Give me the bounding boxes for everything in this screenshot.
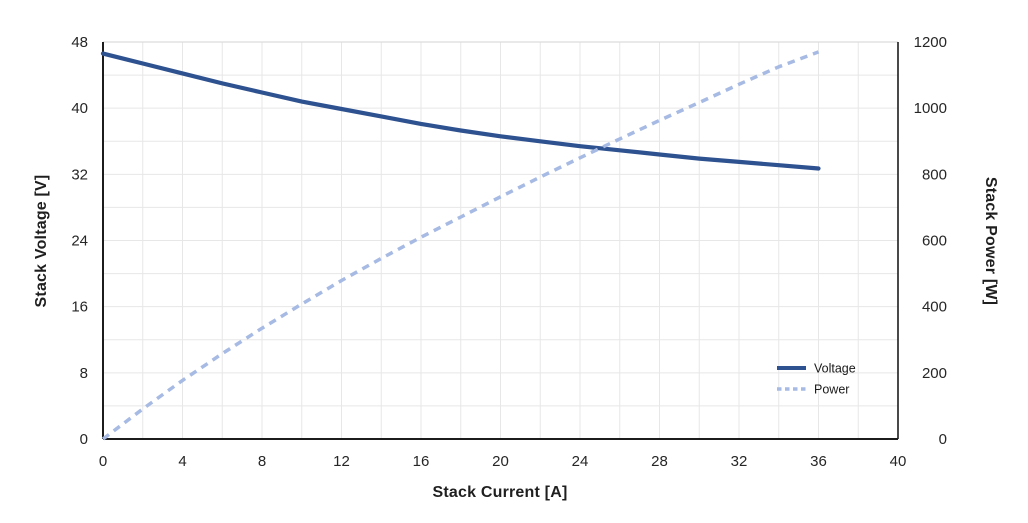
left-tick-label: 48 [71, 34, 88, 51]
legend: Voltage Power [777, 362, 856, 397]
left-tick-label: 8 [80, 365, 88, 382]
x-axis-title: Stack Current [A] [433, 484, 568, 501]
x-axis-tick-labels: 0 4 8 12 16 20 24 28 32 36 40 [99, 453, 907, 470]
left-tick-label: 0 [80, 431, 88, 448]
right-tick-label: 1000 [914, 100, 947, 117]
x-tick-label: 40 [890, 453, 907, 470]
left-axis-title: Stack Voltage [V] [33, 175, 50, 308]
right-tick-label: 1200 [914, 34, 947, 51]
x-tick-label: 0 [99, 453, 107, 470]
data-series [100, 50, 821, 441]
legend-power-label: Power [814, 383, 849, 397]
x-tick-label: 36 [810, 453, 827, 470]
left-tick-label: 32 [71, 166, 88, 183]
right-tick-label: 600 [922, 233, 947, 250]
legend-voltage-label: Voltage [814, 362, 856, 376]
x-tick-label: 20 [492, 453, 509, 470]
x-tick-label: 28 [651, 453, 668, 470]
voltage-series-line [100, 51, 821, 171]
right-tick-label: 200 [922, 365, 947, 382]
left-tick-label: 16 [71, 299, 88, 316]
power-series-line [101, 50, 820, 441]
x-tick-label: 4 [178, 453, 186, 470]
right-axis-title: Stack Power [W] [982, 177, 999, 305]
x-tick-label: 32 [731, 453, 748, 470]
gridlines [103, 41, 898, 439]
right-tick-label: 400 [922, 299, 947, 316]
right-tick-label: 0 [939, 431, 947, 448]
left-axis-tick-labels: 0 8 16 24 32 40 48 [71, 34, 88, 448]
axes [102, 42, 899, 440]
right-tick-label: 800 [922, 166, 947, 183]
x-tick-label: 8 [258, 453, 266, 470]
x-tick-label: 16 [413, 453, 430, 470]
left-tick-label: 40 [71, 100, 88, 117]
left-tick-label: 24 [71, 233, 88, 250]
x-tick-label: 12 [333, 453, 350, 470]
right-axis-tick-labels: 0 200 400 600 800 1000 1200 [914, 34, 947, 448]
x-tick-label: 24 [572, 453, 589, 470]
